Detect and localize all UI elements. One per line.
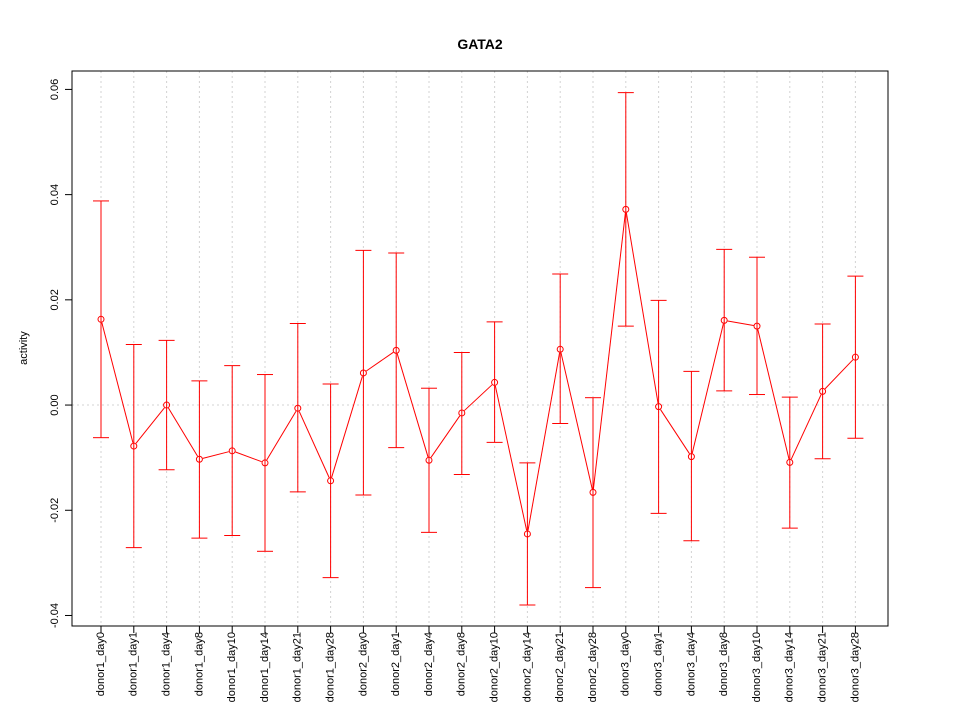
x-tick-label: donor2_day1 [390,632,402,696]
y-axis: -0.04 -0.02 0.00 0.02 0.04 0.06 [49,79,73,628]
grid-layer [72,71,888,626]
series-line-segment [235,451,262,463]
x-tick-label: donor2_day14 [521,632,533,702]
x-tick-label: donor1_day28 [325,632,337,702]
data-point [228,447,236,455]
series-line-segment [592,212,626,489]
data-point [359,369,367,377]
series-line-segment [790,394,822,460]
series-line-segment [560,352,593,490]
series-line-segment [202,451,229,459]
data-point [753,322,761,330]
data-point [458,409,466,417]
x-tick-label: donor1_day10 [226,632,238,702]
x-tick-label: donor2_day4 [423,632,435,696]
series-layer [93,92,864,606]
data-point [392,346,400,354]
x-tick-label: donor3_day21 [817,632,829,702]
x-tick-label: donor1_day1 [128,632,140,696]
x-tick-label: donor1_day21 [292,632,304,702]
series-line-segment [660,409,690,454]
data-point [163,401,171,409]
x-tick-label: donor2_day8 [456,632,468,696]
series-line-segment [727,320,754,327]
series-line-segment [365,351,394,372]
series-line-segment [625,212,659,404]
series-line-segment [824,359,854,390]
data-point [687,453,695,461]
x-tick-label: donor1_day4 [161,632,173,696]
x-tick-label: donor2_day0 [357,632,369,696]
data-point [425,456,433,464]
x-tick-label: donor3_day10 [751,632,763,702]
x-tick-label: donor2_day21 [554,632,566,702]
x-axis: donor1_day0 donor1_day1 donor1_day4 donor1_… [95,625,861,702]
x-tick-label: donor3_day28 [849,632,861,702]
series-line-segment [331,376,363,478]
data-point [851,353,859,361]
data-point [294,404,302,412]
data-point [261,459,269,467]
x-tick-label: donor2_day28 [587,632,599,702]
y-tick-label: 0.04 [49,184,61,205]
x-tick-label: donor3_day4 [685,632,697,696]
x-tick-label: donor1_day14 [259,632,271,702]
data-point [720,316,728,324]
series-line-segment [135,407,165,444]
data-point [786,458,794,466]
series-line-segment [298,411,330,478]
y-axis-label: activity [18,331,30,365]
x-tick-label: donor3_day8 [718,632,730,696]
data-point [195,455,203,463]
plot-frame [71,70,889,627]
data-point [622,205,630,213]
x-tick-label: donor3_day0 [620,632,632,696]
y-tick-label: -0.02 [49,498,61,523]
x-tick-label: donor3_day1 [653,632,665,696]
data-point [655,403,663,411]
series-line-segment [167,407,199,457]
y-tick-label: 0.02 [49,289,61,310]
chart-title: GATA2 [457,36,503,52]
series-line-segment [691,323,724,454]
y-tick-label: 0.00 [49,394,61,415]
data-point [523,530,531,538]
x-tick-label: donor3_day14 [784,632,796,702]
y-tick-label: 0.06 [49,79,61,100]
series-line-segment [266,410,297,461]
series-line-segment [464,384,493,411]
series-line-segment [527,352,561,531]
data-point [589,488,597,496]
y-tick-label: -0.04 [49,603,61,628]
series-line-segment [494,385,528,531]
x-tick-label: donor1_day8 [193,632,205,696]
x-tick-label: donor2_day10 [489,632,501,702]
data-point [130,442,138,450]
series-line-segment [430,415,461,458]
data-point [491,378,499,386]
data-point [327,477,335,485]
series-line-segment [396,353,429,458]
series-line-segment [101,322,134,443]
x-tick-label: donor1_day0 [95,632,107,696]
series-line-segment [757,329,790,460]
data-point [97,315,105,323]
data-point [556,345,564,353]
data-point [819,387,827,395]
